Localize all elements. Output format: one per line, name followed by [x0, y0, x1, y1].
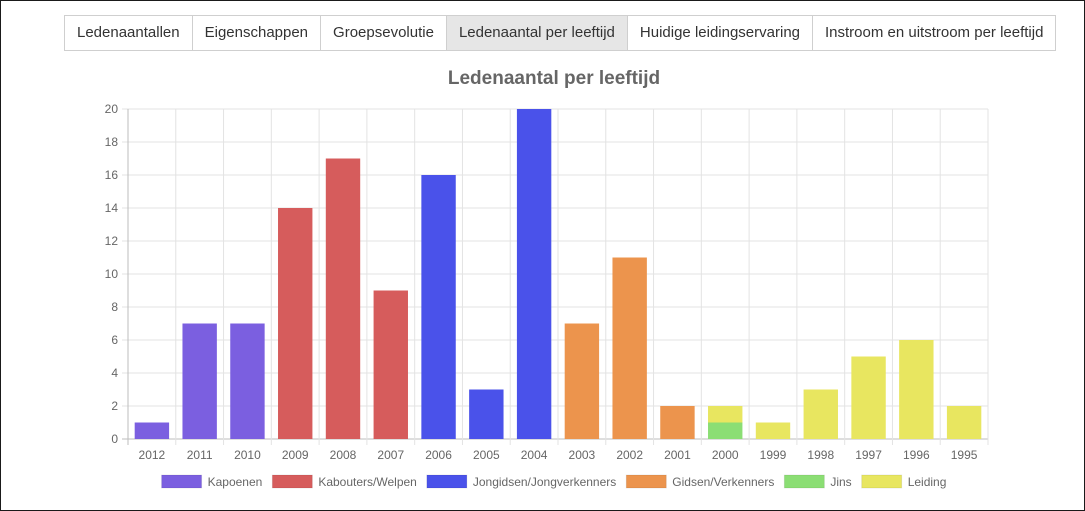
legend-swatch-kabouters-welpen[interactable] — [271, 474, 313, 489]
x-axis-labels: 2012 2011 2010 2009 2008 2007 2006 2005 2004 2003… — [139, 448, 978, 462]
legend-label-jongidsen-jongverkenners[interactable]: Jongidsen/Jongverkenners — [473, 475, 616, 489]
bar-gidsen-verkenners-2001 — [660, 406, 695, 439]
tab-huidige-leidingservaring[interactable]: Huidige leidingservaring — [628, 16, 813, 50]
tab-bar: Ledenaantallen Eigenschappen Groepsevolu… — [64, 15, 1057, 51]
legend-label-leiding[interactable]: Leiding — [908, 475, 947, 489]
legend-swatch-kapoenen[interactable] — [161, 474, 203, 489]
legend-swatch-jongidsen-jongverkenners[interactable] — [426, 474, 468, 489]
bar-leiding-1997 — [851, 356, 886, 439]
bar-kapoenen-2010 — [230, 323, 265, 439]
legend-swatch-jins[interactable] — [783, 474, 825, 489]
legend-label-gidsen-verkenners[interactable]: Gidsen/Verkenners — [672, 475, 774, 489]
tab-ledenaantallen[interactable]: Ledenaantallen — [65, 16, 193, 50]
x-tick-label: 2005 — [473, 448, 500, 462]
bar-leiding-1996 — [899, 340, 934, 439]
y-tick-label: 18 — [105, 135, 119, 149]
bar-leiding-1995 — [946, 406, 982, 439]
legend-label-kapoenen[interactable]: Kapoenen — [208, 475, 263, 489]
y-tick-label: 2 — [111, 399, 118, 413]
y-tick-label: 0 — [111, 432, 118, 446]
y-tick-label: 10 — [105, 267, 119, 281]
x-tick-label: 2003 — [569, 448, 596, 462]
bar-jins-2000 — [708, 422, 743, 439]
x-tick-label: 1997 — [855, 448, 882, 462]
y-tick-label: 14 — [105, 201, 119, 215]
bar-kabouters-welpen-2009 — [278, 208, 313, 439]
bar-jongidsen-jongverkenners-2004 — [516, 109, 552, 439]
x-tick-label: 1999 — [760, 448, 787, 462]
x-tick-label: 2009 — [282, 448, 309, 462]
x-tick-label: 2000 — [712, 448, 739, 462]
tab-instroom-en-uitstroom[interactable]: Instroom en uitstroom per leeftijd — [825, 24, 1044, 41]
x-tick-label: 2012 — [139, 448, 166, 462]
bar-leiding-2000 — [708, 406, 743, 423]
bar-kabouters-welpen-2008 — [325, 158, 361, 439]
chart-grid — [122, 108, 989, 445]
legend-label-kabouters-welpen[interactable]: Kabouters/Welpen — [318, 475, 417, 489]
bar-jongidsen-jongverkenners-2006 — [421, 175, 456, 439]
bar-kapoenen-2012 — [134, 422, 170, 439]
legend-swatch-leiding[interactable] — [861, 474, 903, 489]
bar-jongidsen-jongverkenners-2005 — [469, 389, 504, 439]
x-tick-label: 2001 — [664, 448, 691, 462]
y-tick-label: 12 — [105, 234, 119, 248]
bar-kabouters-welpen-2007 — [373, 290, 408, 439]
x-tick-label: 2008 — [330, 448, 357, 462]
chart-legend: Kapoenen Kabouters/Welpen Jongidsen/Jongve… — [161, 474, 947, 489]
bar-gidsen-verkenners-2003 — [564, 323, 600, 439]
y-tick-label: 20 — [105, 102, 119, 116]
bar-kapoenen-2011 — [182, 323, 217, 439]
x-tick-label: 2004 — [521, 448, 548, 462]
y-tick-label: 16 — [105, 168, 119, 182]
y-tick-label: 6 — [111, 333, 118, 347]
y-axis-labels: 0 2 4 6 8 10 12 14 16 18 20 — [105, 102, 119, 446]
legend-label-jins[interactable]: Jins — [830, 475, 851, 489]
bar-leiding-1999 — [755, 422, 791, 439]
x-tick-label: 1998 — [807, 448, 834, 462]
x-tick-label: 2002 — [616, 448, 643, 462]
x-tick-label: 1995 — [951, 448, 978, 462]
x-tick-label: 1996 — [903, 448, 930, 462]
tab-ledenaantal-per-leeftijd[interactable]: Ledenaantal per leeftijd — [446, 16, 628, 50]
y-tick-label: 4 — [111, 366, 118, 380]
tab-eigenschappen[interactable]: Eigenschappen — [193, 16, 322, 50]
chart-title: Ledenaantal per leeftijd — [448, 68, 660, 89]
bar-gidsen-verkenners-2002 — [612, 257, 647, 439]
x-tick-label: 2011 — [187, 448, 213, 462]
bar-leiding-1998 — [803, 389, 838, 439]
y-tick-label: 8 — [111, 300, 118, 314]
x-tick-label: 2010 — [234, 448, 261, 462]
chart-bars — [134, 109, 982, 439]
x-tick-label: 2007 — [377, 448, 404, 462]
x-tick-label: 2006 — [425, 448, 452, 462]
tab-groepsevolutie[interactable]: Groepsevolutie — [321, 16, 447, 50]
legend-swatch-gidsen-verkenners[interactable] — [625, 474, 667, 489]
